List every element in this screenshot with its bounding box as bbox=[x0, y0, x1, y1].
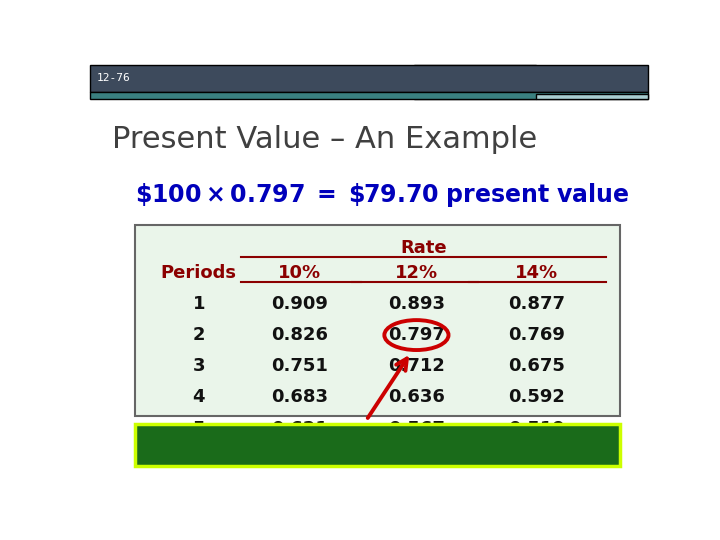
Text: 4: 4 bbox=[192, 388, 205, 407]
FancyBboxPatch shape bbox=[90, 65, 648, 92]
Text: 0.636: 0.636 bbox=[388, 388, 445, 407]
Text: 0.621: 0.621 bbox=[271, 420, 328, 437]
FancyBboxPatch shape bbox=[135, 424, 620, 466]
Text: 0.826: 0.826 bbox=[271, 326, 328, 344]
Text: 12-76: 12-76 bbox=[96, 73, 130, 83]
Text: 2: 2 bbox=[192, 326, 205, 344]
FancyBboxPatch shape bbox=[90, 92, 648, 99]
Text: Present value factor of $1 for 2 periods at 12%.: Present value factor of $1 for 2 periods… bbox=[136, 436, 618, 454]
FancyBboxPatch shape bbox=[536, 94, 648, 99]
Text: 10%: 10% bbox=[278, 264, 321, 282]
Text: Periods: Periods bbox=[161, 264, 237, 282]
Text: 0.592: 0.592 bbox=[508, 388, 564, 407]
Text: 1: 1 bbox=[192, 295, 205, 313]
Text: 0.683: 0.683 bbox=[271, 388, 328, 407]
Text: 0.567: 0.567 bbox=[388, 420, 445, 437]
Text: 0.909: 0.909 bbox=[271, 295, 328, 313]
Text: 5: 5 bbox=[192, 420, 205, 437]
Text: 0.877: 0.877 bbox=[508, 295, 565, 313]
Text: 0.769: 0.769 bbox=[508, 326, 564, 344]
Text: 14%: 14% bbox=[515, 264, 558, 282]
Text: 0.797: 0.797 bbox=[388, 326, 445, 344]
Text: 0.519: 0.519 bbox=[508, 420, 564, 437]
FancyBboxPatch shape bbox=[135, 225, 620, 416]
Text: $\mathbf{\$100 \times 0.797\ =\ \$79.70\ present\ value}$: $\mathbf{\$100 \times 0.797\ =\ \$79.70\… bbox=[135, 181, 629, 209]
Text: Present Value – An Example: Present Value – An Example bbox=[112, 125, 538, 154]
FancyBboxPatch shape bbox=[413, 65, 536, 99]
Text: 0.675: 0.675 bbox=[508, 357, 564, 375]
Text: Rate: Rate bbox=[400, 239, 446, 256]
Text: 0.712: 0.712 bbox=[388, 357, 445, 375]
Text: 3: 3 bbox=[192, 357, 205, 375]
Text: 0.751: 0.751 bbox=[271, 357, 328, 375]
Text: 0.893: 0.893 bbox=[388, 295, 445, 313]
Text: 12%: 12% bbox=[395, 264, 438, 282]
